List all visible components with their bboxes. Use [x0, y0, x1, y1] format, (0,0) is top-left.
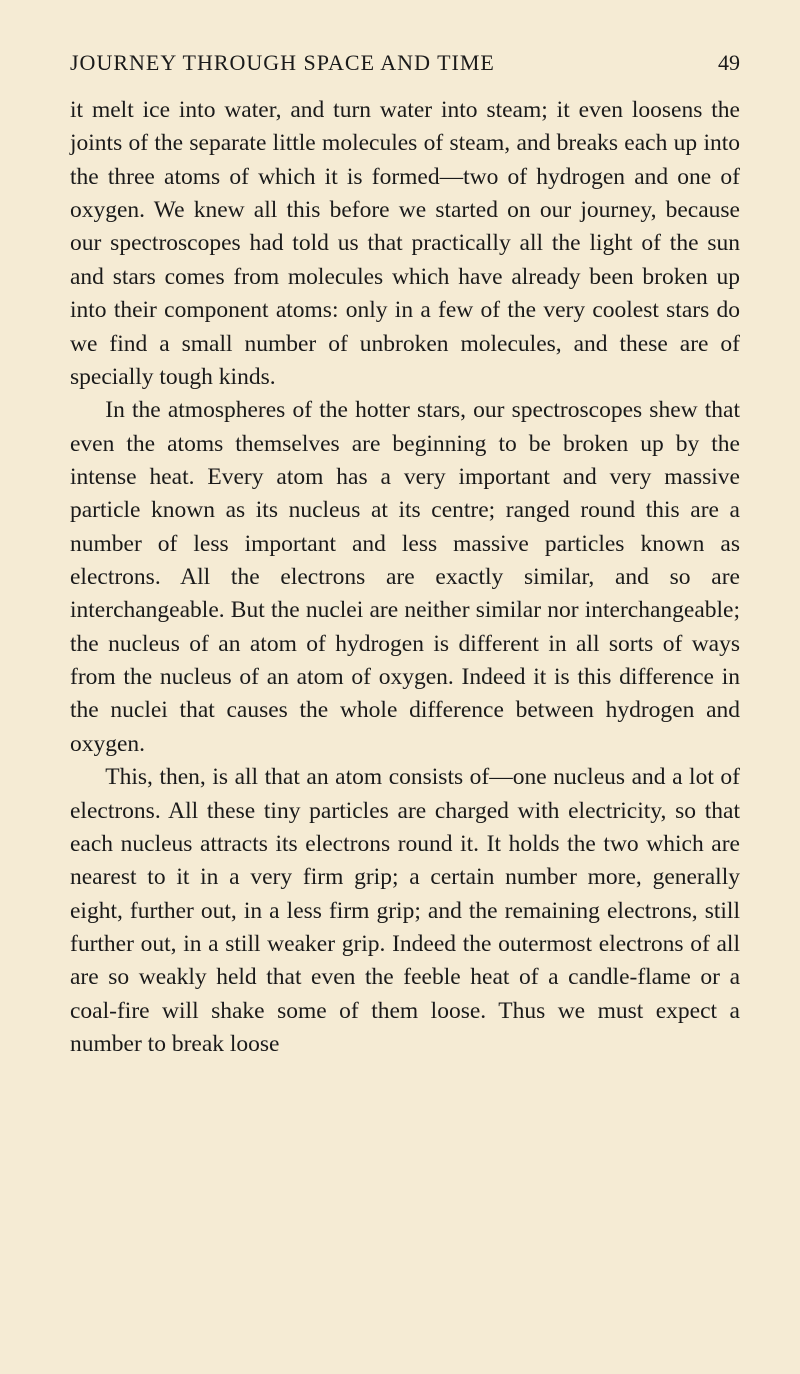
paragraph-2: In the atmospheres of the hotter stars, … — [70, 394, 740, 761]
page-number: 49 — [718, 50, 740, 76]
body-text-container: it melt ice into water, and turn water i… — [70, 94, 740, 1061]
running-title: JOURNEY THROUGH SPACE AND TIME — [70, 50, 495, 76]
page-header: JOURNEY THROUGH SPACE AND TIME 49 — [70, 50, 740, 76]
paragraph-3: This, then, is all that an atom consists… — [70, 761, 740, 1061]
paragraph-1: it melt ice into water, and turn water i… — [70, 94, 740, 394]
